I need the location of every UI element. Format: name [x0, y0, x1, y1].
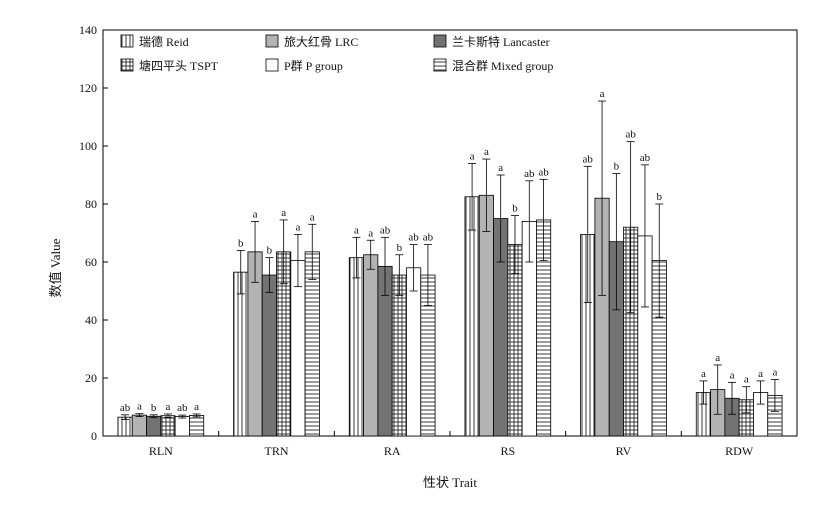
y-tick-label: 100 — [79, 139, 97, 153]
legend-swatch — [120, 34, 134, 48]
bar — [146, 415, 162, 437]
plot-border — [102, 29, 798, 437]
y-tick-label: 140 — [79, 23, 97, 37]
bar — [174, 416, 190, 437]
legend-item: 兰卡斯特 Lancaster — [433, 34, 550, 49]
y-tick-label: 80 — [85, 197, 97, 211]
bar — [131, 414, 147, 437]
significance-letter: a — [484, 146, 489, 158]
legend: 瑞德 Reid 旅大红骨 LRC 兰卡斯特 Lancaster 塘四平头 TSPT P群… — [120, 34, 553, 73]
y-tick-label: 0 — [91, 429, 97, 443]
bar — [233, 271, 249, 437]
significance-letter: ab — [423, 232, 434, 244]
significance-letter: a — [368, 227, 373, 239]
legend-swatch — [265, 58, 279, 72]
legend-label: 瑞德 Reid — [139, 34, 189, 49]
significance-letter: ab — [625, 129, 636, 141]
significance-letter: a — [744, 374, 749, 386]
legend-item: P群 P group — [265, 58, 343, 73]
bar — [391, 274, 407, 437]
significance-letter: a — [498, 162, 503, 174]
legend-item: 瑞德 Reid — [120, 34, 189, 49]
x-tick-label: RA — [384, 444, 401, 458]
significance-letter: a — [701, 368, 706, 380]
significance-letter: a — [354, 224, 359, 236]
significance-letter: a — [310, 211, 315, 223]
legend-label: 塘四平头 TSPT — [139, 58, 219, 73]
significance-letter: b — [614, 161, 620, 173]
significance-letter: a — [253, 208, 258, 220]
significance-letter: ab — [120, 402, 131, 414]
x-tick-label: RLN — [149, 444, 173, 458]
significance-letter: a — [470, 150, 475, 162]
legend-item: 塘四平头 TSPT — [120, 58, 219, 73]
bar — [363, 254, 379, 437]
legend-item: 旅大红骨 LRC — [265, 34, 358, 49]
significance-letter: ab — [177, 402, 188, 414]
significance-letter: a — [715, 352, 720, 364]
legend-swatch — [265, 34, 279, 48]
significance-letter: ab — [538, 166, 549, 178]
significance-letter: a — [281, 207, 286, 219]
bar — [348, 257, 364, 437]
legend-label: P群 P group — [284, 59, 343, 73]
significance-letter: a — [296, 221, 301, 233]
bar — [464, 196, 480, 437]
y-axis-title: 数值 Value — [48, 238, 63, 297]
legend-swatch — [120, 58, 134, 72]
significance-letter: ab — [408, 232, 419, 244]
significance-letter: a — [600, 88, 605, 100]
significance-letter: b — [151, 402, 157, 414]
bar — [189, 415, 205, 437]
plot-frame — [102, 29, 798, 437]
significance-letter: a — [758, 368, 763, 380]
bar — [160, 415, 176, 437]
significance-letter: b — [657, 191, 663, 203]
significance-letter: b — [397, 242, 403, 254]
legend-swatch — [433, 34, 447, 48]
significance-letter: a — [772, 366, 777, 378]
significance-letter: ab — [380, 224, 391, 236]
bar — [406, 267, 422, 437]
significance-letter: a — [137, 401, 142, 413]
x-axis: RLN TRN RA RS RV RDW — [149, 431, 798, 458]
y-tick-label: 20 — [85, 371, 97, 385]
significance-letter: a — [730, 369, 735, 381]
x-axis-title: 性状 Trait — [423, 475, 477, 490]
x-tick-label: TRN — [265, 444, 289, 458]
significance-letter: a — [166, 401, 171, 413]
y-axis: 0 20 40 60 80 100 120 140 — [79, 23, 108, 443]
significance-letter: b — [267, 245, 273, 257]
y-tick-label: 120 — [79, 81, 97, 95]
bar — [261, 274, 277, 437]
significance-letter: b — [512, 203, 518, 215]
y-tick-label: 40 — [85, 313, 97, 327]
legend-item: 混合群 Mixed group — [433, 58, 553, 73]
x-tick-label: RDW — [725, 444, 754, 458]
significance-letter: a — [194, 401, 199, 413]
legend-label: 兰卡斯特 Lancaster — [452, 34, 550, 49]
significance-letter: ab — [640, 152, 651, 164]
x-tick-label: RV — [616, 444, 632, 458]
legend-label: 混合群 Mixed group — [452, 58, 553, 73]
x-tick-label: RS — [500, 444, 515, 458]
significance-letter: b — [238, 237, 244, 249]
significance-letter: ab — [583, 153, 594, 165]
bar — [117, 416, 133, 437]
legend-label: 旅大红骨 LRC — [284, 34, 358, 49]
legend-swatch — [433, 58, 447, 72]
y-tick-label: 60 — [85, 255, 97, 269]
significance-letter: ab — [524, 168, 535, 180]
